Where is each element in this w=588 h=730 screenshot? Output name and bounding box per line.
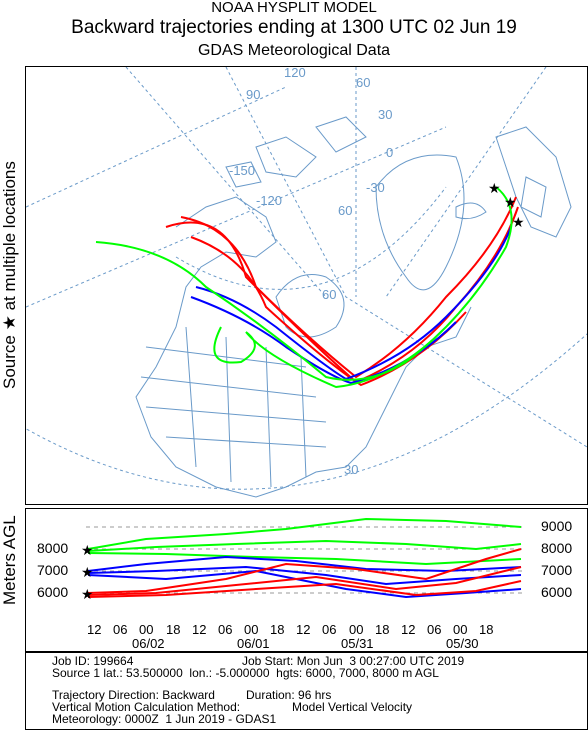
date-label-0530: 05/30 (446, 636, 479, 651)
grid-label-60-mid: 60 (338, 203, 352, 218)
arctic-islands (225, 116, 367, 188)
height-star-6000: ★ (81, 586, 94, 602)
hour-tick: 00 (453, 622, 468, 637)
hour-tick: 18 (479, 622, 494, 637)
hour-tick: 12 (296, 622, 311, 637)
height-green-2 (87, 539, 522, 552)
trajectory-title: Backward trajectories ending at 1300 UTC… (71, 17, 517, 38)
vertical-motion-value: Model Vertical Velocity (292, 700, 413, 714)
right-level-7000: 7000 (541, 562, 573, 578)
left-level-8000: 8000 (37, 540, 69, 556)
meteorology: Meteorology: 0000Z 1 Jun 2019 - GDAS1 (52, 712, 277, 726)
source-label-part1: Source (0, 335, 19, 389)
height-red-1 (87, 548, 522, 594)
source-star-1: ★ (488, 180, 501, 196)
height-star-7000: ★ (81, 564, 94, 580)
hour-tick: 06 (427, 622, 442, 637)
hour-tick: 00 (139, 622, 154, 637)
grid-label-30-bottom: 30 (344, 462, 358, 477)
green-trajectory-2 (213, 326, 437, 389)
date-label-0602: 06/02 (132, 636, 165, 651)
hour-tick: 06 (218, 622, 233, 637)
height-green-1 (87, 517, 522, 550)
source-side-label: Source ★ at multiple locations (0, 161, 20, 389)
date-label-0531: 05/31 (341, 636, 374, 651)
metadata-box: Job ID: 199664 Job Start: Mon Jun 3 00:2… (25, 652, 588, 730)
hour-tick: 18 (166, 622, 181, 637)
grid-label-30-top: 30 (378, 107, 392, 122)
height-axis-title: Meters AGL (0, 515, 19, 605)
left-level-7000: 7000 (37, 562, 69, 578)
hour-tick: 00 (349, 622, 364, 637)
grid-label-minus150: -150 (229, 163, 255, 178)
height-star-8000: ★ (81, 542, 94, 558)
hour-tick-row: 12 06 00 18 12 06 00 18 12 06 00 18 12 0… (87, 622, 507, 637)
lat-circle-60 (175, 186, 447, 290)
us-states-grid (140, 326, 327, 488)
europe-coast (495, 126, 572, 238)
date-label-0601: 06/01 (237, 636, 270, 651)
meridian-c (225, 66, 588, 448)
source-label-part2: at multiple locations (0, 161, 19, 311)
hour-tick: 18 (270, 622, 285, 637)
height-red-3 (87, 580, 522, 598)
meridian-b (25, 126, 447, 308)
grid-label-90: 90 (246, 87, 260, 102)
source-info: Source 1 lat.: 53.500000 lon.: -5.000000… (52, 666, 439, 680)
iceland (455, 202, 487, 220)
duration: Duration: 96 hrs (246, 688, 332, 702)
source-star-icon: ★ (0, 315, 19, 331)
grid-label-60-top: 60 (356, 75, 370, 90)
grid-label-minus30: -30 (366, 180, 385, 195)
vertical-motion-label: Vertical Motion Calculation Method: (52, 700, 241, 714)
height-green-3 (87, 552, 522, 566)
source-star-3: ★ (512, 214, 525, 230)
trajectory-direction: Trajectory Direction: Backward (52, 688, 215, 702)
model-title: NOAA HYSPLIT MODEL (211, 0, 377, 16)
blue-trajectory-1 (195, 226, 512, 381)
hudson-bay (275, 274, 345, 338)
hour-tick: 18 (375, 622, 390, 637)
left-level-6000: 6000 (37, 584, 69, 600)
hour-tick: 12 (401, 622, 416, 637)
hour-tick: 06 (322, 622, 337, 637)
blue-trajectory-2 (190, 296, 457, 385)
hour-tick: 00 (244, 622, 259, 637)
map-panel: 120 -150 -120 90 60 30 0 -30 60 60 30 ★ … (5, 65, 588, 505)
height-profile: ★ ★ ★ (81, 517, 526, 602)
green-trajectory-1 (95, 186, 513, 381)
job-id: Job ID: 199664 (52, 654, 134, 668)
grid-label-minus120: -120 (256, 193, 282, 208)
grid-label-60-low: 60 (322, 287, 336, 302)
height-red-2 (87, 566, 522, 596)
data-source-title: GDAS Meteorological Data (197, 42, 391, 59)
north-america-coast (135, 196, 472, 498)
greenland (375, 154, 465, 291)
grid-label-120: 120 (284, 67, 306, 80)
source-star-2: ★ (504, 194, 517, 210)
grid-label-0: 0 (386, 145, 393, 160)
hour-tick: 06 (113, 622, 128, 637)
height-blue-2 (87, 565, 522, 586)
lat-circle-30 (5, 332, 588, 490)
hour-tick: 12 (87, 622, 102, 637)
height-blue-1 (87, 555, 522, 573)
right-level-8000: 8000 (541, 540, 573, 556)
meridian-a (25, 86, 287, 208)
hour-tick: 12 (192, 622, 207, 637)
job-start: Job Start: Mon Jun 3 00:27:00 UTC 2019 (242, 654, 465, 668)
height-blue-3 (87, 569, 522, 599)
trajectory-map: 120 -150 -120 90 60 30 0 -30 60 60 30 ★ … (5, 65, 588, 498)
meridian-e (125, 66, 327, 298)
right-level-9000: 9000 (541, 518, 573, 534)
meridian-f (385, 66, 547, 298)
right-level-6000: 6000 (541, 584, 573, 600)
red-trajectory-3 (190, 236, 467, 387)
